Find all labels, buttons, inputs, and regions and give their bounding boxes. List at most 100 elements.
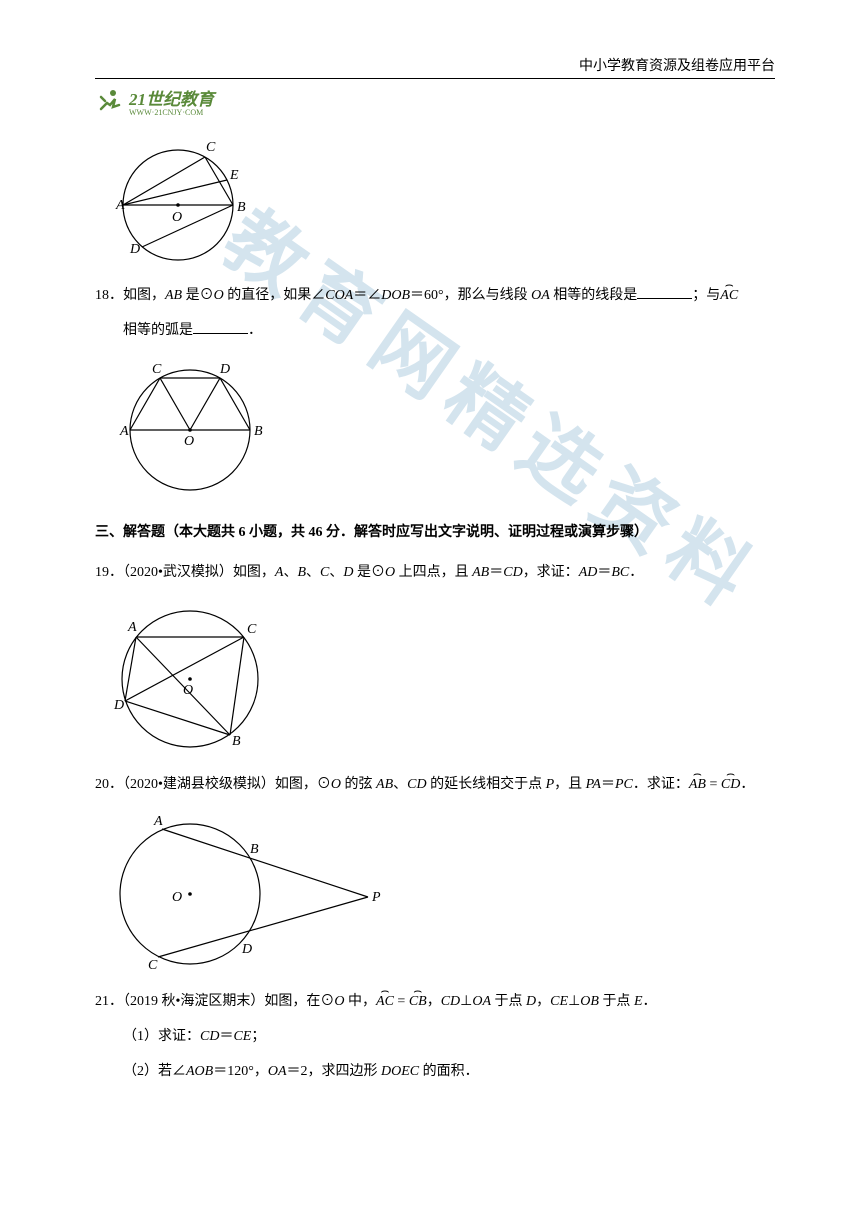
p21-s2-end: 的面积． [419,1064,479,1079]
p21-s1-eq: ＝ [219,1029,233,1044]
p19-d: D [343,565,353,580]
p20-pc: PC [615,777,633,792]
p20-o: O [331,777,341,792]
p19-t6: 上四点，且 [395,565,472,580]
p20-t6: ＝ [601,777,615,792]
svg-text:O: O [172,890,182,905]
p19-t5: 是⊙ [354,565,386,580]
p18-number: 18． [95,288,123,303]
p18-blank2 [193,318,248,334]
p20-p: P [546,777,555,792]
p21-t3: = [394,994,409,1009]
p21-s1-ce: CE [233,1029,251,1044]
p20-t3: 、 [393,777,407,792]
p21-ob: OB [580,994,599,1009]
p20-t7: ．求证： [633,777,689,792]
p20-t9: ． [740,777,754,792]
p20-cd: CD [407,777,426,792]
p21-d: D [526,994,536,1009]
p18-arc-ac: AC [720,281,738,312]
p21-ce: CE [550,994,568,1009]
logo-main: 21世纪教育 [129,85,214,110]
p21-arc-ac: AC [376,987,394,1018]
p21-s2-eq1: ＝120°， [213,1064,268,1079]
p21-s2-aob: AOB [186,1064,213,1079]
p21-source: （2019 秋•海淀区期末） [123,994,264,1009]
p18-indent: 相等的弧是 [123,323,193,338]
p18-t3: 的直径，如果∠ [224,288,326,303]
p18-t5: ＝60°，那么与线段 [410,288,531,303]
p20-t8: = [706,777,721,792]
p19-t10: ． [629,565,643,580]
p18-blank1 [637,283,692,299]
p21-t10: ． [643,994,657,1009]
p21-t2: 中， [345,994,377,1009]
p19-cd: CD [503,565,522,580]
p21-s2-label: （2）若∠ [123,1064,186,1079]
p19-ab: AB [472,565,489,580]
p19-t3: 、 [306,565,320,580]
p19-t2: 、 [283,565,297,580]
svg-text:A: A [153,814,163,829]
logo-sub: WWW·21CNJY·COM [129,108,214,117]
svg-text:A: A [119,424,129,439]
p19-ad: AD [579,565,598,580]
p21-cd: CD [441,994,460,1009]
p20-ab: AB [376,777,393,792]
figure-17: A B C E D O [110,133,775,273]
svg-text:C: C [152,362,162,377]
p18-end: ． [248,323,262,338]
logo-runner-icon [95,87,123,115]
svg-text:O: O [184,434,194,449]
svg-text:O: O [172,210,182,225]
problem-20: 20．（2020•建湖县校级模拟）如图，⊙O 的弦 AB、CD 的延长线相交于点… [95,770,775,801]
p18-t6: 相等的线段是 [550,288,638,303]
p21-t9: 于点 [599,994,634,1009]
p19-number: 19． [95,565,123,580]
figure-18: A B C D O [110,355,775,500]
p21-s1-label: （1）求证： [123,1029,200,1044]
problem-21-sub2: （2）若∠AOB＝120°，OA＝2，求四边形 DOEC 的面积． [123,1057,775,1088]
p19-c: C [320,565,329,580]
p21-s2-oa: OA [268,1064,287,1079]
svg-text:A: A [127,620,137,635]
p19-t4: 、 [329,565,343,580]
p18-t4: ＝∠ [353,288,381,303]
p20-arc-cd: CD [721,770,740,801]
svg-text:O: O [183,683,193,698]
p18-coa: COA [325,288,353,303]
p19-source: （2020•武汉模拟） [123,565,233,580]
svg-text:C: C [148,958,158,973]
p18-t2: 是⊙ [182,288,214,303]
p19-o: O [385,565,395,580]
p21-t7: ， [536,994,550,1009]
logo-text: 21世纪教育 WWW·21CNJY·COM [129,85,214,117]
svg-text:D: D [219,362,230,377]
svg-text:B: B [254,424,263,439]
svg-text:C: C [206,140,216,155]
svg-text:P: P [371,890,381,905]
p21-o: O [334,994,344,1009]
p19-t8: ，求证： [523,565,579,580]
section-3-title: 三、解答题（本大题共 6 小题，共 46 分．解答时应写出文字说明、证明过程或演… [95,518,775,549]
p21-oa: OA [472,994,491,1009]
p19-b: B [297,565,306,580]
p18-ab: AB [165,288,182,303]
p20-number: 20． [95,777,123,792]
svg-text:E: E [229,168,239,183]
p21-t6: 于点 [491,994,526,1009]
p20-source: （2020•建湖县校级模拟） [123,777,275,792]
p20-arc-ab: AB [689,770,706,801]
p21-e: E [634,994,643,1009]
p21-t5: ⊥ [460,994,472,1009]
p20-pa: PA [586,777,601,792]
problem-21-sub1: （1）求证：CD＝CE； [123,1022,775,1053]
svg-text:D: D [241,942,252,957]
svg-text:A: A [115,198,125,213]
p21-s1-end: ； [251,1029,265,1044]
p18-oa: OA [531,288,550,303]
problem-18: 18．如图，AB 是⊙O 的直径，如果∠COA＝∠DOB＝60°，那么与线段 O… [95,281,775,312]
p21-arc-cb: CB [409,987,427,1018]
svg-text:B: B [232,734,241,749]
header-divider [95,78,775,79]
